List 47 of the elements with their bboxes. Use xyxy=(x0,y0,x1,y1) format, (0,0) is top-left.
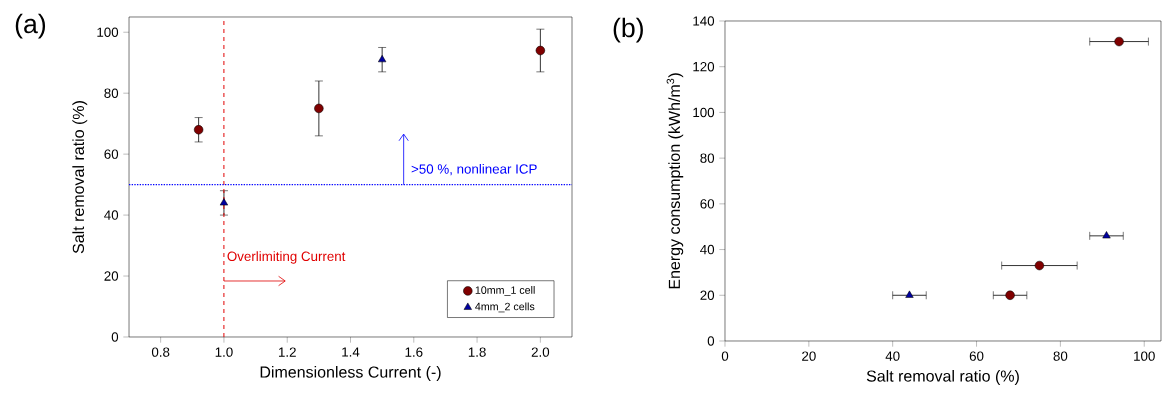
point xyxy=(1005,290,1015,300)
y-tick-label: 40 xyxy=(104,210,119,220)
y-tick-label: 60 xyxy=(700,199,715,209)
x-tick-label: 1.6 xyxy=(405,347,423,357)
x-tick-label: 1.8 xyxy=(468,347,486,357)
x-tick-label: 2.0 xyxy=(531,347,550,357)
y-tick-label: 20 xyxy=(104,271,119,281)
legend-label: 10mm_1 cell xyxy=(475,286,535,296)
y-axis-title: Salt removal ratio (%) xyxy=(72,101,88,254)
y-tick-label: 0 xyxy=(707,336,715,346)
y-tick-label: 80 xyxy=(104,88,119,98)
point xyxy=(1034,260,1045,271)
x-tick-label: 100 xyxy=(1134,351,1155,361)
x-tick-label: 80 xyxy=(1053,351,1068,361)
y-tick-label: 120 xyxy=(693,61,715,72)
x-tick-label: 20 xyxy=(802,351,816,361)
x-tick-label: 0.8 xyxy=(151,347,170,357)
x-axis-title: Dimensionless Current (-) xyxy=(260,365,441,381)
y-axis-title: Energy consumption (kWh/m$^{3}$) xyxy=(666,73,684,289)
point xyxy=(219,198,229,206)
x-tick-label: 1.0 xyxy=(215,347,233,357)
chart-title: (b) xyxy=(613,17,643,43)
x-tick-label: 0 xyxy=(721,351,729,361)
y-tick-label: 100 xyxy=(97,27,119,37)
point xyxy=(535,45,546,56)
y-tick-label: 0 xyxy=(111,332,119,342)
point xyxy=(193,125,204,135)
point xyxy=(1114,36,1124,47)
x-tick-label: 40 xyxy=(885,351,900,361)
y-tick-label: 60 xyxy=(104,149,119,159)
y-tick-label: 20 xyxy=(700,290,715,300)
x-axis-title: Salt removal ratio (%) xyxy=(866,369,1019,385)
point xyxy=(905,290,914,298)
x-tick-label: 1.4 xyxy=(342,347,360,357)
x-tick-label: 60 xyxy=(969,351,984,361)
y-tick-label: 100 xyxy=(693,107,715,118)
x-tick-label: 1.2 xyxy=(278,347,296,357)
y-tick-label: 80 xyxy=(700,153,715,163)
legend-label: 4mm_2 cells xyxy=(475,302,535,313)
ref-line-label: >50 %, nonlinear ICP xyxy=(411,163,537,176)
y-tick-label: 140 xyxy=(693,16,715,26)
point xyxy=(378,54,387,63)
ref-line-label: Overlimiting Current xyxy=(227,251,346,264)
chart-title: (a) xyxy=(15,13,46,39)
y-tick-label: 40 xyxy=(700,244,715,255)
point xyxy=(314,103,324,114)
point xyxy=(1102,231,1111,239)
